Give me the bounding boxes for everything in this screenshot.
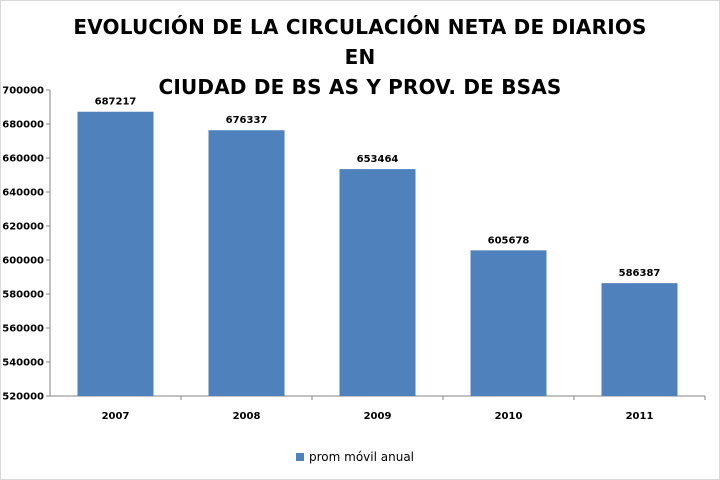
y-tick-label: 680000 (2, 120, 44, 131)
y-tick-label: 560000 (2, 324, 44, 335)
y-tick-label: 600000 (2, 256, 44, 267)
bar-2011 (601, 283, 678, 396)
legend: prom móvil anual (296, 449, 414, 465)
data-label-2007: 687217 (95, 97, 137, 108)
chart-title-line-1: EVOLUCIÓN DE LA CIRCULACIÓN NETA DE DIAR… (73, 15, 647, 69)
y-tick-label: 640000 (2, 188, 44, 199)
x-tick-label-2011: 2011 (626, 411, 654, 422)
x-tick-label-2010: 2010 (495, 411, 523, 422)
y-tick-label: 700000 (2, 86, 44, 97)
bar-2007 (77, 111, 154, 396)
y-tick-label: 660000 (2, 154, 44, 165)
x-tick-label-2008: 2008 (233, 411, 261, 422)
chart-title-line-2: CIUDAD DE BS AS Y PROV. DE BSAS (158, 75, 562, 99)
bar-2009 (339, 169, 416, 396)
x-tick-label-2009: 2009 (364, 411, 392, 422)
legend-swatch (296, 453, 304, 461)
y-tick-label: 540000 (2, 358, 44, 369)
bar-2008 (208, 130, 285, 396)
legend-label: prom móvil anual (309, 450, 414, 464)
x-tick-label-2007: 2007 (102, 411, 130, 422)
y-tick-label: 520000 (2, 392, 44, 403)
chart-title: EVOLUCIÓN DE LA CIRCULACIÓN NETA DE DIAR… (60, 12, 660, 102)
y-tick-label: 620000 (2, 222, 44, 233)
data-label-2008: 676337 (226, 115, 268, 126)
data-label-2011: 586387 (619, 268, 661, 279)
data-label-2010: 605678 (488, 235, 530, 246)
bar-2010 (470, 250, 547, 396)
data-label-2009: 653464 (357, 154, 399, 165)
y-tick-label: 580000 (2, 290, 44, 301)
